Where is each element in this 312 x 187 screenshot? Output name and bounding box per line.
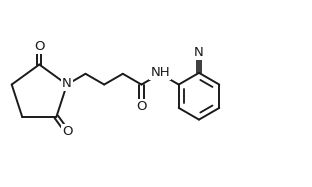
Text: O: O [34,40,45,53]
Text: NH: NH [150,66,170,79]
Text: N: N [62,77,72,90]
Text: N: N [194,46,204,59]
Text: O: O [136,100,147,114]
Text: O: O [62,125,72,138]
